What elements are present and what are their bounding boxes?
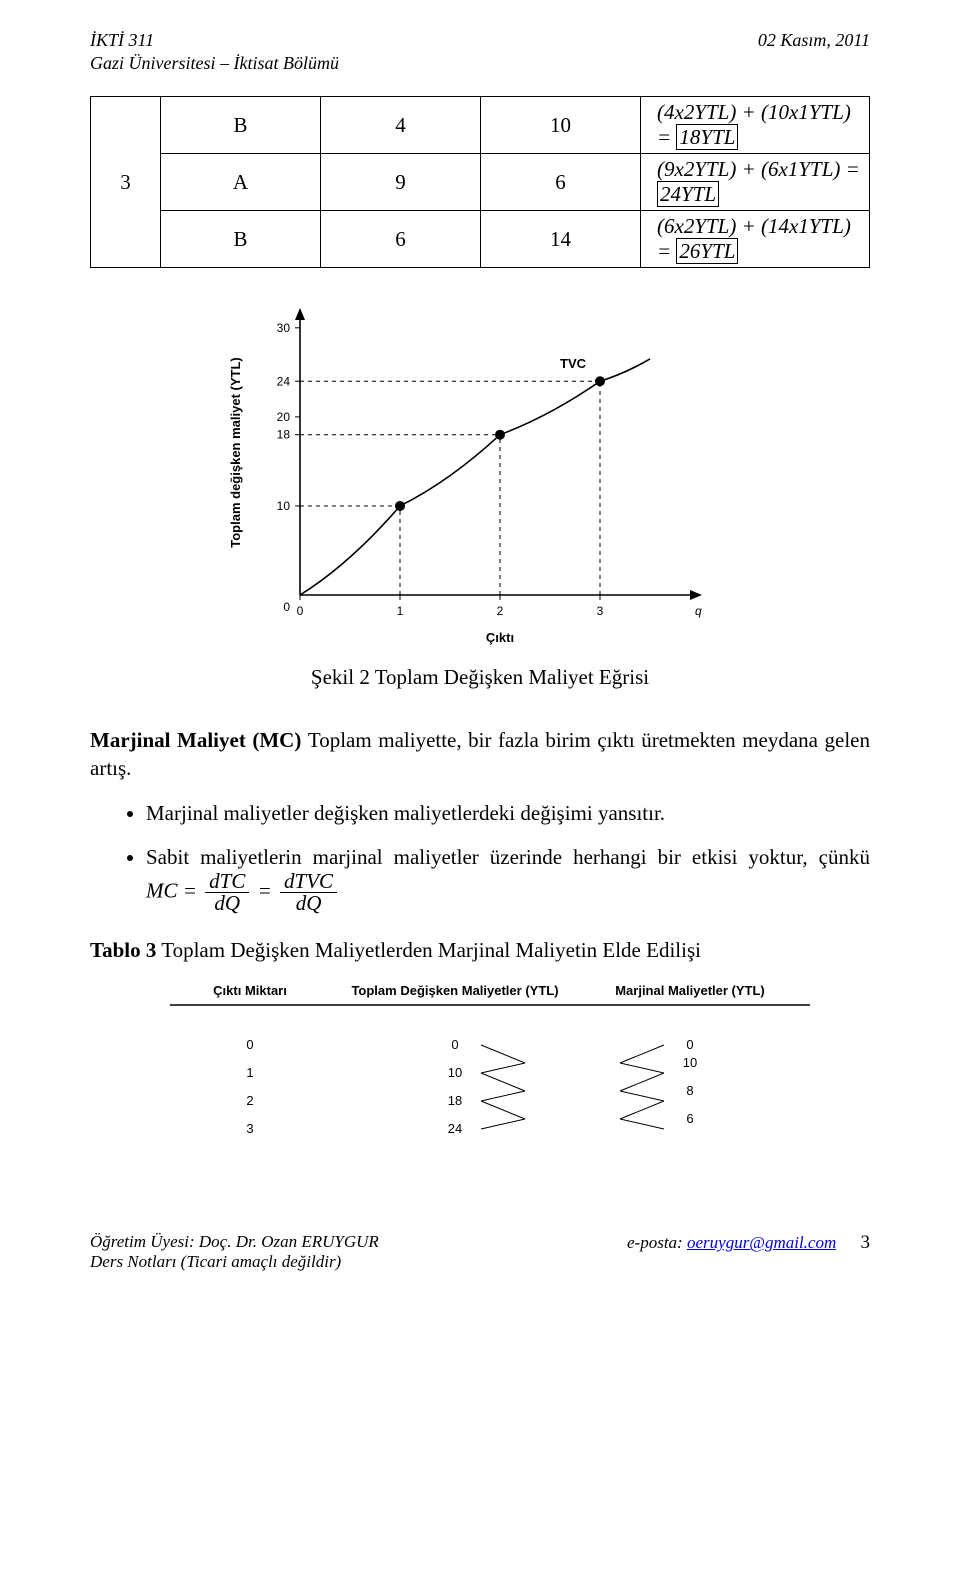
- svg-text:Çıktı: Çıktı: [486, 630, 514, 645]
- footer-right-label: e-posta:: [627, 1233, 687, 1252]
- svg-text:1: 1: [246, 1065, 253, 1080]
- calc-expr-lhs: (9x2YTL) + (6x1YTL) =: [657, 157, 860, 181]
- svg-text:2: 2: [246, 1093, 253, 1108]
- calc-letter: B: [161, 211, 321, 268]
- mc-paragraph: Marjinal Maliyet (MC) Toplam maliyette, …: [90, 726, 870, 783]
- table3-title-strong: Tablo 3: [90, 938, 156, 962]
- svg-text:0: 0: [686, 1037, 693, 1052]
- formula-den2: dQ: [280, 892, 337, 914]
- calc-leftnum: 3: [91, 97, 161, 268]
- calc-table: 3 B 4 10 (4x2YTL) + (10x1YTL) = 18YTL A …: [90, 96, 870, 268]
- header-sub: Gazi Üniversitesi – İktisat Bölümü: [90, 53, 870, 74]
- formula-eq: =: [183, 879, 197, 903]
- svg-text:10: 10: [683, 1055, 697, 1070]
- calc-letter: B: [161, 97, 321, 154]
- formula-num1: dTC: [205, 871, 249, 892]
- svg-text:24: 24: [448, 1121, 462, 1136]
- mc-label: Marjinal Maliyet (MC): [90, 728, 308, 752]
- table3-chart: Çıktı Miktarı Toplam Değişken Maliyetler …: [130, 977, 830, 1167]
- svg-text:Toplam Değişken Maliyetler (YT: Toplam Değişken Maliyetler (YTL): [351, 983, 558, 998]
- svg-text:20: 20: [277, 410, 291, 424]
- calc-expr: (9x2YTL) + (6x1YTL) = 24YTL: [641, 154, 870, 211]
- bullet-item: Marjinal maliyetler değişken maliyetlerd…: [146, 799, 870, 827]
- calc-expr: (4x2YTL) + (10x1YTL) = 18YTL: [641, 97, 870, 154]
- bullet2-text: Sabit maliyetlerin marjinal maliyetler ü…: [146, 845, 870, 869]
- svg-text:18: 18: [448, 1093, 462, 1108]
- calc-expr: (6x2YTL) + (14x1YTL) = 26YTL: [641, 211, 870, 268]
- svg-text:8: 8: [686, 1083, 693, 1098]
- calc-n1: 4: [321, 97, 481, 154]
- svg-text:3: 3: [597, 604, 604, 618]
- svg-text:Toplam değişken maliyet (YTL): Toplam değişken maliyet (YTL): [228, 357, 243, 547]
- footer: Öğretim Üyesi: Doç. Dr. Ozan ERUYGUR Der…: [90, 1232, 870, 1272]
- calc-n2: 6: [481, 154, 641, 211]
- svg-text:q: q: [695, 604, 702, 618]
- table3-title: Tablo 3 Toplam Değişken Maliyetlerden Ma…: [90, 938, 870, 963]
- calc-expr-box: 26YTL: [676, 238, 738, 264]
- footer-email-link[interactable]: oeruygur@gmail.com: [687, 1233, 836, 1252]
- svg-text:10: 10: [448, 1065, 462, 1080]
- chart-caption: Şekil 2 Toplam Değişken Maliyet Eğrisi: [90, 665, 870, 690]
- calc-n2: 14: [481, 211, 641, 268]
- mc-formula: MC = dTC dQ = dTVC dQ: [146, 871, 340, 914]
- calc-n2: 10: [481, 97, 641, 154]
- bullet-list: Marjinal maliyetler değişken maliyetlerd…: [90, 799, 870, 915]
- svg-text:10: 10: [277, 499, 291, 513]
- header-right: 02 Kasım, 2011: [758, 30, 870, 51]
- svg-text:3: 3: [246, 1121, 253, 1136]
- footer-left1: Öğretim Üyesi: Doç. Dr. Ozan ERUYGUR: [90, 1232, 379, 1252]
- calc-n1: 9: [321, 154, 481, 211]
- svg-text:2: 2: [497, 604, 504, 618]
- footer-left2: Ders Notları (Ticari amaçlı değildir): [90, 1252, 379, 1272]
- table3-title-rest: Toplam Değişken Maliyetlerden Marjinal M…: [156, 938, 701, 962]
- svg-text:TVC: TVC: [560, 356, 587, 371]
- formula-mc: MC: [146, 879, 178, 903]
- svg-text:24: 24: [277, 374, 291, 388]
- calc-n1: 6: [321, 211, 481, 268]
- formula-eq2: =: [258, 879, 272, 903]
- page-number: 3: [861, 1232, 871, 1253]
- svg-text:18: 18: [277, 428, 291, 442]
- calc-expr-box: 18YTL: [676, 124, 738, 150]
- formula-frac2: dTVC dQ: [280, 871, 337, 914]
- svg-text:30: 30: [277, 321, 291, 335]
- svg-text:Marjinal Maliyetler (YTL): Marjinal Maliyetler (YTL): [615, 983, 765, 998]
- bullet-item: Sabit maliyetlerin marjinal maliyetler ü…: [146, 843, 870, 914]
- calc-letter: A: [161, 154, 321, 211]
- svg-text:Çıktı Miktarı: Çıktı Miktarı: [213, 983, 287, 998]
- svg-text:0: 0: [297, 604, 304, 618]
- svg-text:0: 0: [246, 1037, 253, 1052]
- calc-expr-box: 24YTL: [657, 181, 719, 207]
- svg-text:0: 0: [451, 1037, 458, 1052]
- formula-num2: dTVC: [280, 871, 337, 892]
- tvc-chart: 101820243001230TVCqÇıktıToplam değişken …: [220, 290, 740, 650]
- formula-frac1: dTC dQ: [205, 871, 249, 914]
- svg-text:0: 0: [283, 600, 290, 614]
- svg-text:6: 6: [686, 1111, 693, 1126]
- svg-text:1: 1: [397, 604, 404, 618]
- formula-den1: dQ: [205, 892, 249, 914]
- header-left: İKTİ 311: [90, 30, 154, 51]
